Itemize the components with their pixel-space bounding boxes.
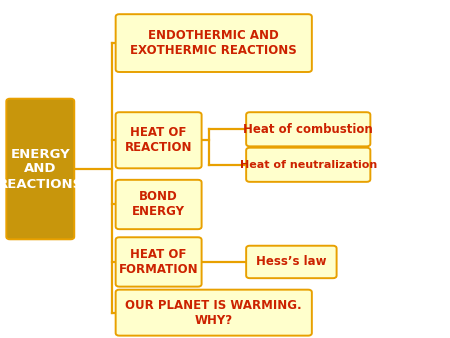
Text: Hess’s law: Hess’s law bbox=[256, 256, 327, 268]
Text: BOND
ENERGY: BOND ENERGY bbox=[132, 191, 185, 218]
Text: HEAT OF
REACTION: HEAT OF REACTION bbox=[125, 126, 193, 154]
FancyBboxPatch shape bbox=[116, 14, 312, 72]
Text: ENDOTHERMIC AND
EXOTHERMIC REACTIONS: ENDOTHERMIC AND EXOTHERMIC REACTIONS bbox=[130, 29, 297, 57]
FancyBboxPatch shape bbox=[246, 112, 370, 146]
Text: Heat of neutralization: Heat of neutralization bbox=[239, 160, 377, 170]
FancyBboxPatch shape bbox=[6, 99, 74, 239]
Text: ENERGY
AND
REACTIONS: ENERGY AND REACTIONS bbox=[0, 147, 83, 191]
FancyBboxPatch shape bbox=[246, 246, 337, 278]
FancyBboxPatch shape bbox=[116, 237, 202, 287]
FancyBboxPatch shape bbox=[246, 148, 370, 182]
Text: HEAT OF
FORMATION: HEAT OF FORMATION bbox=[119, 248, 198, 276]
Text: Heat of combustion: Heat of combustion bbox=[243, 123, 373, 136]
FancyBboxPatch shape bbox=[116, 112, 202, 168]
FancyBboxPatch shape bbox=[116, 180, 202, 229]
Text: OUR PLANET IS WARMING.
WHY?: OUR PLANET IS WARMING. WHY? bbox=[126, 299, 302, 327]
FancyBboxPatch shape bbox=[116, 290, 312, 336]
